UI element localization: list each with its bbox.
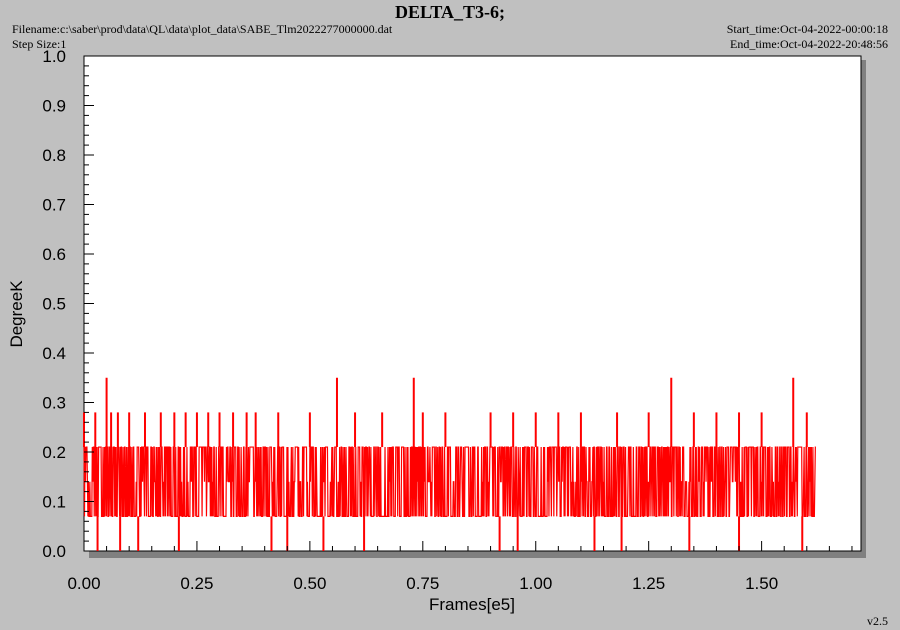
y-tick-label: 0.4 [42,344,66,363]
series-layer [83,377,816,551]
version-label: v2.5 [867,614,888,628]
x-tick-label: 1.25 [632,574,665,593]
axis-layer: 0.0 0.1 0.2 0.3 0.4 0.5 0.6 0.7 0.8 0.9 1.0 0.00 0.2… [42,47,853,593]
x-tick-label: 1.50 [745,574,778,593]
end-time-label: End_time:Oct-04-2022-20:48:56 [730,37,888,51]
y-axis-title: DegreeK [7,280,26,348]
filename-label: Filename:c:\saber\prod\data\QL\data\plot… [12,22,393,36]
x-tick-label: 0.50 [293,574,326,593]
y-tick-label: 0.7 [42,196,66,215]
x-tick-label: 0.00 [67,574,100,593]
y-tick-label: 0.6 [42,245,66,264]
y-tick-label: 0.3 [42,394,66,413]
y-tick-label: 0.1 [42,493,66,512]
x-axis-title: Frames[e5] [429,595,515,614]
x-tick-label: 1.00 [519,574,552,593]
x-tick-label: 0.25 [180,574,213,593]
step-size-label: Step Size:1 [12,37,67,51]
y-tick-label: 1.0 [42,47,66,66]
y-tick-label: 0.0 [42,542,66,561]
start-time-label: Start_time:Oct-04-2022-00:00:18 [726,22,888,36]
y-tick-label: 0.9 [42,97,66,116]
y-tick-label: 0.8 [42,146,66,165]
series-line [83,446,816,517]
y-tick-label: 0.5 [42,295,66,314]
chart-title: DELTA_T3-6; [394,2,506,22]
x-tick-label: 0.75 [406,574,439,593]
y-tick-label: 0.2 [42,443,66,462]
